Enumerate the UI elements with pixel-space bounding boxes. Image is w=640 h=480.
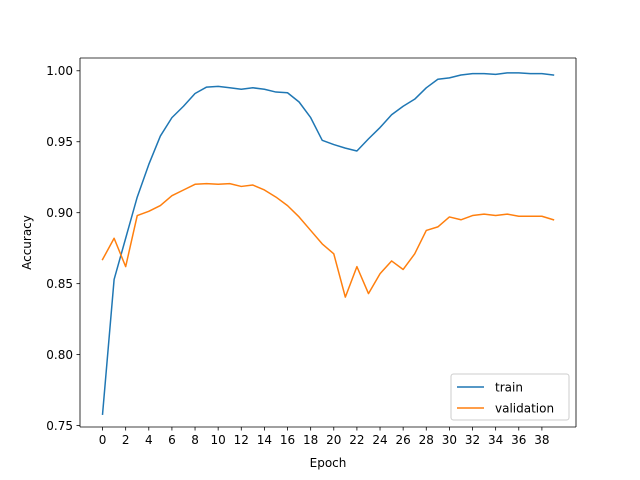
x-tick-label: 34 — [488, 433, 503, 447]
x-tick-label: 20 — [326, 433, 341, 447]
x-tick-label: 8 — [191, 433, 199, 447]
series-line-validation — [101, 182, 555, 298]
x-tick-label: 12 — [234, 433, 249, 447]
series-line-train — [101, 72, 555, 416]
x-tick-label: 0 — [99, 433, 107, 447]
y-axis-ticks: 0.75 0.80 0.85 0.90 0.95 1.00 — [46, 64, 80, 433]
y-tick-label: 0.85 — [46, 277, 73, 291]
legend: train validation — [450, 373, 570, 421]
x-tick-label: 10 — [211, 433, 226, 447]
x-axis-ticks: 0 2 4 6 8 10 12 14 16 18 20 22 24 26 28 30 32 34 36 38 — [99, 427, 550, 447]
x-tick-label: 26 — [396, 433, 411, 447]
x-tick-label: 16 — [280, 433, 295, 447]
y-tick-label: 0.80 — [46, 348, 73, 362]
y-axis-label: Accuracy — [20, 215, 34, 270]
plot-area — [80, 58, 576, 427]
y-tick-label: 1.00 — [46, 64, 73, 78]
y-tick-label: 0.95 — [46, 135, 73, 149]
series-layer — [101, 72, 555, 416]
y-tick-label: 0.90 — [46, 206, 73, 220]
legend-label-train: train — [495, 380, 523, 394]
x-tick-label: 28 — [419, 433, 434, 447]
x-tick-label: 2 — [122, 433, 130, 447]
x-tick-label: 30 — [442, 433, 457, 447]
x-tick-label: 14 — [257, 433, 272, 447]
axes-layer — [79, 57, 577, 428]
x-tick-label: 38 — [534, 433, 549, 447]
x-tick-label: 4 — [145, 433, 153, 447]
x-axis-label: Epoch — [310, 456, 347, 470]
x-tick-label: 36 — [511, 433, 526, 447]
x-tick-label: 22 — [349, 433, 364, 447]
x-tick-label: 24 — [372, 433, 387, 447]
x-tick-label: 32 — [465, 433, 480, 447]
legend-label-validation: validation — [495, 401, 554, 415]
x-tick-label: 6 — [168, 433, 176, 447]
x-tick-label: 18 — [303, 433, 318, 447]
y-tick-label: 0.75 — [46, 419, 73, 433]
